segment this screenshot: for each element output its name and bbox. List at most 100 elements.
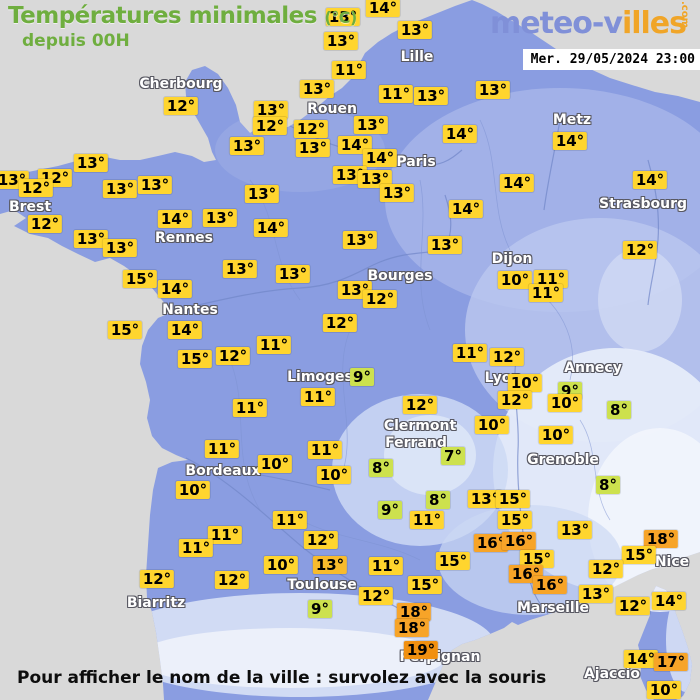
temp-badge[interactable]: 15° bbox=[519, 550, 555, 568]
temp-badge[interactable]: 13° bbox=[295, 139, 331, 157]
temp-badge[interactable]: 13° bbox=[73, 230, 109, 248]
temp-badge[interactable]: 11° bbox=[528, 284, 564, 302]
temp-badge[interactable]: 11° bbox=[368, 557, 404, 575]
temp-badge[interactable]: 13° bbox=[275, 265, 311, 283]
temp-badge[interactable]: 15° bbox=[495, 490, 531, 508]
temp-badge[interactable]: 15° bbox=[497, 511, 533, 529]
temp-badge[interactable]: 13° bbox=[102, 239, 138, 257]
temp-badge[interactable]: 14° bbox=[253, 219, 289, 237]
temp-badge[interactable]: 14° bbox=[448, 200, 484, 218]
temp-badge[interactable]: 14° bbox=[362, 149, 398, 167]
temp-badge[interactable]: 14° bbox=[632, 171, 668, 189]
temp-badge[interactable]: 15° bbox=[122, 270, 158, 288]
temp-badge[interactable]: 12° bbox=[27, 215, 63, 233]
temp-badge[interactable]: 13° bbox=[357, 170, 393, 188]
temp-badge[interactable]: 12° bbox=[358, 587, 394, 605]
temp-badge[interactable]: 8° bbox=[607, 401, 631, 419]
temp-badge[interactable]: 14° bbox=[651, 592, 687, 610]
temp-badge[interactable]: 10° bbox=[316, 466, 352, 484]
temp-badge[interactable]: 15° bbox=[621, 546, 657, 564]
temp-badge[interactable]: 13° bbox=[323, 32, 359, 50]
temp-badge[interactable]: 14° bbox=[442, 125, 478, 143]
temp-badge[interactable]: 13° bbox=[222, 260, 258, 278]
temp-badge[interactable]: 13° bbox=[325, 8, 361, 26]
temp-badge[interactable]: 12° bbox=[303, 531, 339, 549]
temp-badge[interactable]: 9° bbox=[350, 368, 374, 386]
temp-badge[interactable]: 7° bbox=[441, 447, 465, 465]
temp-badge[interactable]: 11° bbox=[307, 441, 343, 459]
temp-badge[interactable]: 16° bbox=[473, 534, 509, 552]
temp-badge[interactable]: 9° bbox=[308, 600, 332, 618]
temp-badge[interactable]: 12° bbox=[489, 348, 525, 366]
temp-badge[interactable]: 13° bbox=[475, 81, 511, 99]
temp-badge[interactable]: 10° bbox=[507, 374, 543, 392]
temp-badge[interactable]: 10° bbox=[474, 416, 510, 434]
temp-badge[interactable]: 12° bbox=[215, 347, 251, 365]
temp-badge[interactable]: 18° bbox=[394, 619, 430, 637]
temp-badge[interactable]: 15° bbox=[407, 576, 443, 594]
temp-badge[interactable]: 13° bbox=[137, 176, 173, 194]
temp-badge[interactable]: 13° bbox=[353, 116, 389, 134]
temp-badge[interactable]: 10° bbox=[175, 481, 211, 499]
temp-badge[interactable]: 13° bbox=[557, 521, 593, 539]
temp-badge[interactable]: 11° bbox=[452, 344, 488, 362]
temp-badge[interactable]: 13° bbox=[467, 490, 503, 508]
temp-badge[interactable]: 17° bbox=[653, 653, 689, 671]
temp-badge[interactable]: 12° bbox=[622, 241, 658, 259]
temp-badge[interactable]: 13° bbox=[202, 209, 238, 227]
temp-badge[interactable]: 15° bbox=[177, 350, 213, 368]
temp-badge[interactable]: 13° bbox=[342, 231, 378, 249]
temp-badge[interactable]: 13° bbox=[397, 21, 433, 39]
temp-badge[interactable]: 10° bbox=[497, 271, 533, 289]
temp-badge[interactable]: 11° bbox=[207, 526, 243, 544]
temp-badge[interactable]: 11° bbox=[272, 511, 308, 529]
meteo-villes-logo[interactable]: meteo-villes .com bbox=[490, 1, 690, 41]
temp-badge[interactable]: 13° bbox=[413, 87, 449, 105]
temp-badge[interactable]: 14° bbox=[157, 280, 193, 298]
temp-badge[interactable]: 15° bbox=[435, 552, 471, 570]
temp-badge[interactable]: 11° bbox=[300, 388, 336, 406]
temp-badge[interactable]: 13° bbox=[578, 585, 614, 603]
temp-badge[interactable]: 13° bbox=[73, 154, 109, 172]
temp-badge[interactable]: 11° bbox=[204, 440, 240, 458]
temp-badge[interactable]: 13° bbox=[253, 101, 289, 119]
temp-badge[interactable]: 13° bbox=[379, 184, 415, 202]
temp-badge[interactable]: 11° bbox=[409, 511, 445, 529]
temp-badge[interactable]: 12° bbox=[293, 120, 329, 138]
temp-badge[interactable]: 12° bbox=[18, 179, 54, 197]
temp-badge[interactable]: 13° bbox=[312, 556, 348, 574]
temp-badge[interactable]: 12° bbox=[362, 290, 398, 308]
temp-badge[interactable]: 13° bbox=[229, 137, 265, 155]
temp-badge[interactable]: 10° bbox=[547, 394, 583, 412]
temp-badge[interactable]: 16° bbox=[532, 576, 568, 594]
temp-badge[interactable]: 12° bbox=[214, 571, 250, 589]
temp-badge[interactable]: 12° bbox=[588, 560, 624, 578]
temp-badge[interactable]: 12° bbox=[163, 97, 199, 115]
temp-badge[interactable]: 11° bbox=[533, 270, 569, 288]
temp-badge[interactable]: 10° bbox=[263, 556, 299, 574]
temp-badge[interactable]: 13° bbox=[102, 180, 138, 198]
temp-badge[interactable]: 11° bbox=[256, 336, 292, 354]
temp-badge[interactable]: 18° bbox=[643, 530, 679, 548]
temp-badge[interactable]: 14° bbox=[623, 650, 659, 668]
temp-badge[interactable]: 11° bbox=[378, 85, 414, 103]
temp-badge[interactable]: 12° bbox=[402, 396, 438, 414]
temp-badge[interactable]: 11° bbox=[331, 61, 367, 79]
temp-badge[interactable]: 12° bbox=[322, 314, 358, 332]
temp-badge[interactable]: 16° bbox=[501, 532, 537, 550]
temp-badge[interactable]: 12° bbox=[615, 597, 651, 615]
temp-badge[interactable]: 9° bbox=[378, 501, 402, 519]
temp-badge[interactable]: 11° bbox=[232, 399, 268, 417]
temp-badge[interactable]: 15° bbox=[107, 321, 143, 339]
temp-badge[interactable]: 14° bbox=[365, 0, 401, 17]
temp-badge[interactable]: 12° bbox=[252, 117, 288, 135]
temp-badge[interactable]: 12° bbox=[497, 391, 533, 409]
temp-badge[interactable]: 10° bbox=[538, 426, 574, 444]
temp-badge[interactable]: 18° bbox=[396, 603, 432, 621]
temp-badge[interactable]: 13° bbox=[244, 185, 280, 203]
temp-badge[interactable]: 8° bbox=[596, 476, 620, 494]
temp-badge[interactable]: 19° bbox=[403, 641, 439, 659]
temp-badge[interactable]: 14° bbox=[157, 210, 193, 228]
temp-badge[interactable]: 8° bbox=[369, 459, 393, 477]
temp-badge[interactable]: 10° bbox=[257, 455, 293, 473]
